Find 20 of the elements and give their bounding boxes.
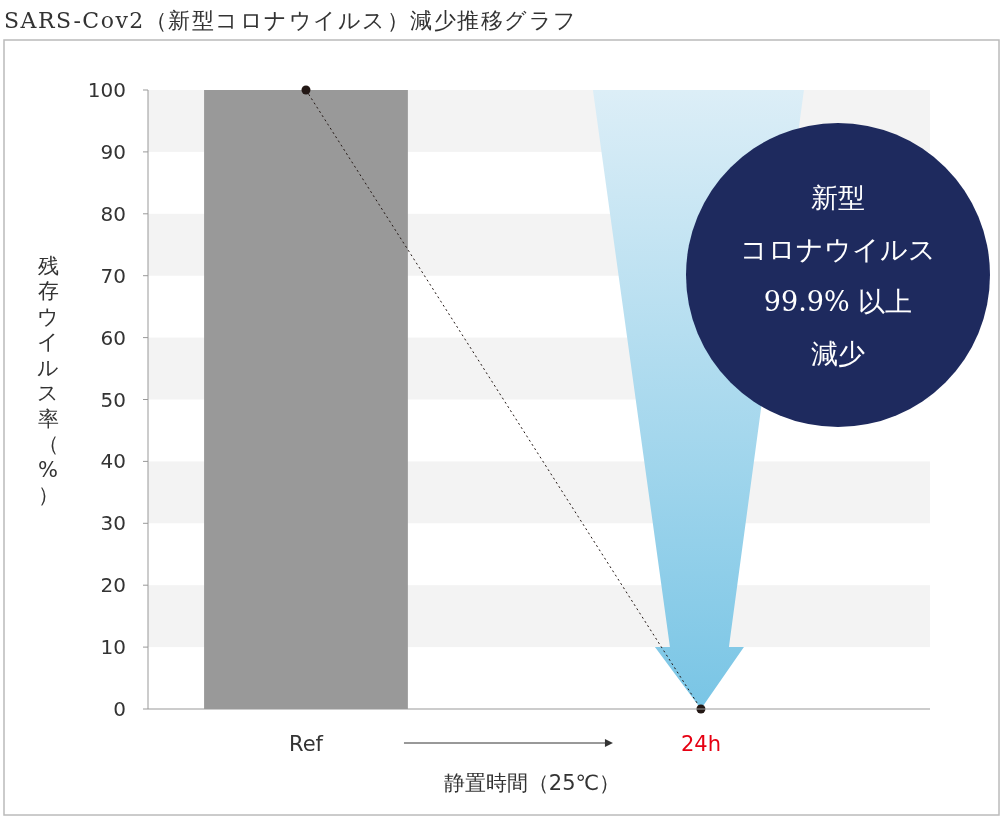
chart-title: SARS-Cov2（新型コロナウイルス）減少推移グラフ bbox=[4, 8, 578, 33]
annotation: 新型 bbox=[811, 182, 865, 213]
y-tick-label: 80 bbox=[100, 201, 126, 226]
y-tick-label: 30 bbox=[100, 511, 126, 536]
y-tick-label: 40 bbox=[100, 449, 126, 474]
annotation: コロナウイルス bbox=[740, 234, 936, 265]
annotation: 99.9% 以上 bbox=[763, 286, 913, 317]
y-tick-label: 90 bbox=[100, 139, 126, 164]
x-tick-label: Ref bbox=[289, 732, 324, 756]
annotation: 減少 bbox=[811, 338, 865, 369]
x-axis-title: 静置時間（25℃） bbox=[443, 771, 621, 795]
y-tick-label: 60 bbox=[100, 325, 126, 350]
text: 残存ウイルス率（%） bbox=[37, 253, 59, 508]
y-tick-label: 70 bbox=[100, 263, 126, 288]
y-tick-label: 50 bbox=[100, 387, 126, 412]
y-tick-label: 20 bbox=[100, 573, 126, 598]
y-tick-label: 0 bbox=[113, 697, 126, 721]
y-tick-label: 100 bbox=[87, 78, 126, 102]
x-tick-label: 24h bbox=[680, 732, 721, 756]
y-tick-label: 10 bbox=[100, 635, 126, 660]
